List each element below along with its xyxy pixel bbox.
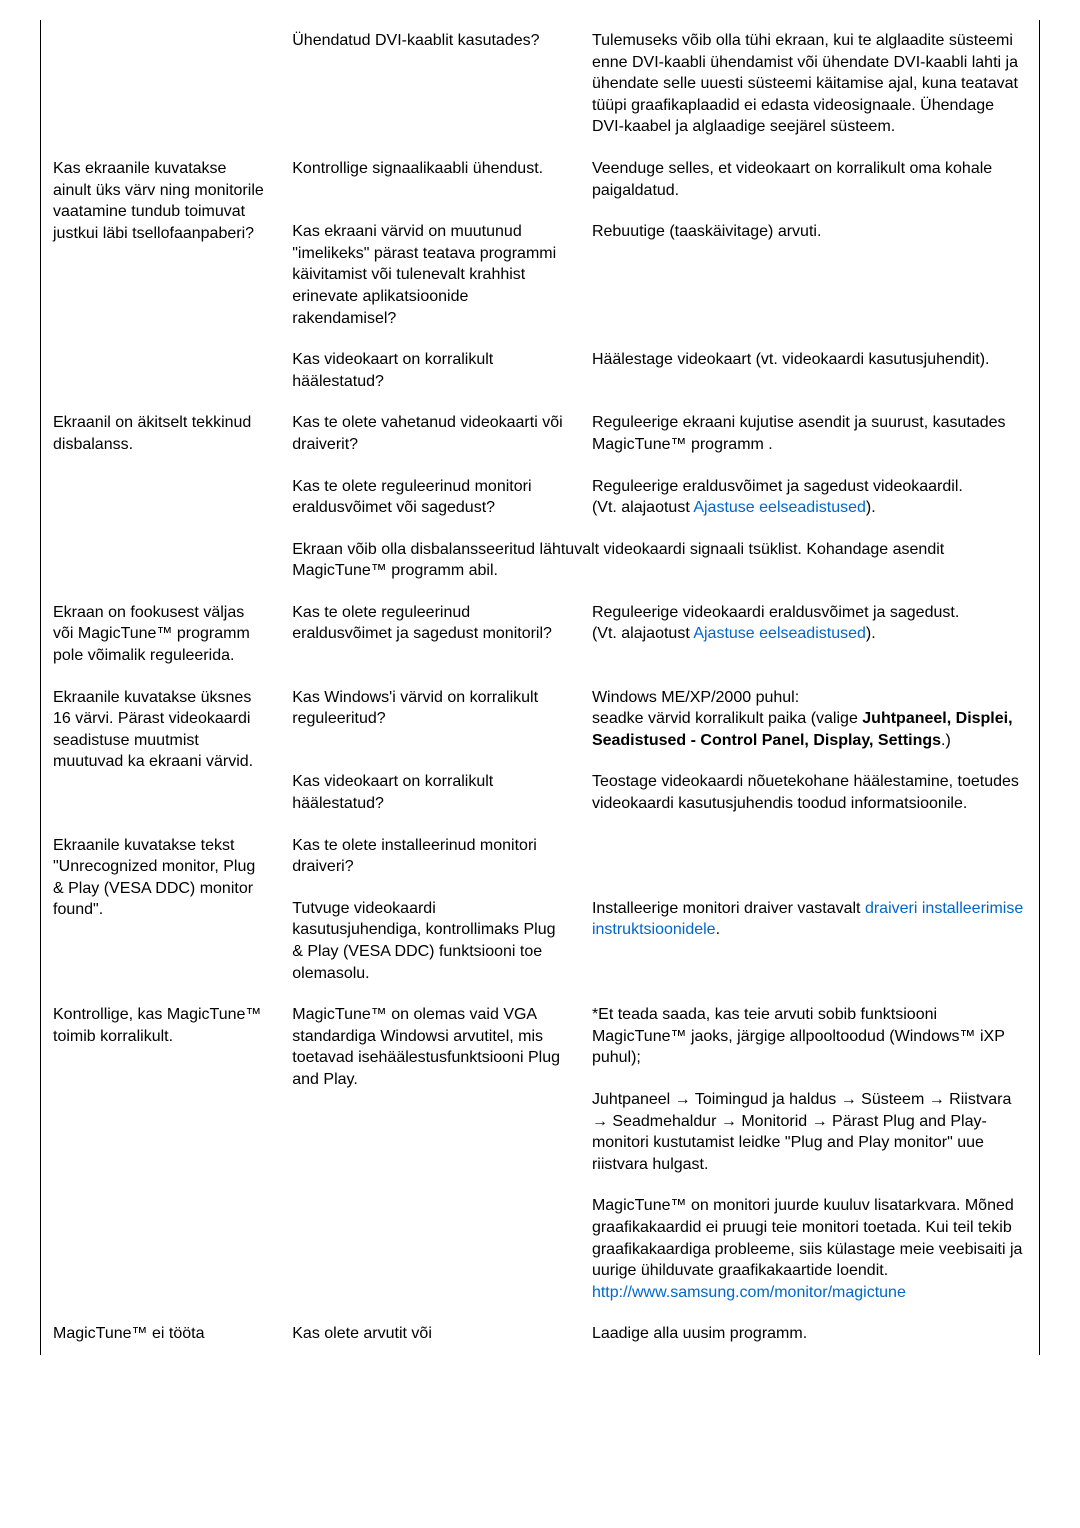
- cell-question: Kas ekraani värvid on muutunud "imelikek…: [280, 211, 580, 339]
- cell-answer: Häälestage videokaart (vt. videokaardi k…: [580, 339, 1040, 402]
- cell-answer: Reguleerige ekraani kujutise asendit ja …: [580, 402, 1040, 465]
- cell-question: Ühendatud DVI-kaablit kasutades?: [280, 20, 580, 148]
- cell-symptom: Kontrollige, kas MagicTune™ toimib korra…: [41, 994, 281, 1313]
- cell-question: Kas te olete vahetanud videokaarti või d…: [280, 402, 580, 465]
- cell-answer: Rebuutige (taaskäivitage) arvuti.: [580, 211, 1040, 339]
- cell-symptom: Ekraanil on äkitselt tekkinud disbalanss…: [41, 402, 281, 592]
- cell-answer: Reguleerige eraldusvõimet ja sagedust vi…: [580, 466, 1040, 529]
- cell-question: Tutvuge videokaardi kasutusjuhendiga, ko…: [280, 888, 580, 994]
- cell-question: Kas videokaart on korralikult häälestatu…: [280, 339, 580, 402]
- cell-question: MagicTune™ on olemas vaid VGA standardig…: [280, 994, 580, 1313]
- cell-question: Kas videokaart on korralikult häälestatu…: [280, 761, 580, 824]
- cell-answer: Installeerige monitori draiver vastavalt…: [580, 888, 1040, 994]
- troubleshooting-table: Ühendatud DVI-kaablit kasutades? Tulemus…: [40, 20, 1040, 1355]
- link-ajastuse[interactable]: Ajastuse eelseadistused: [693, 499, 866, 516]
- cell-question: Kontrollige signaalikaabli ühendust.: [280, 148, 580, 211]
- cell-answer: MagicTune™ on monitori juurde kuuluv lis…: [580, 1185, 1040, 1313]
- cell-question: Kas te olete reguleerinud eraldusvõimet …: [280, 592, 580, 677]
- cell-symptom: MagicTune™ ei tööta: [41, 1313, 281, 1355]
- cell-answer: Teostage videokaardi nõuetekohane hääles…: [580, 761, 1040, 824]
- cell-symptom: Ekraanile kuvatakse üksnes 16 värvi. Pär…: [41, 677, 281, 825]
- cell-answer: Laadige alla uusim programm.: [580, 1313, 1040, 1355]
- cell-question: Kas te olete installeerinud monitori dra…: [280, 825, 580, 888]
- cell-answer: Reguleerige videokaardi eraldusvõimet ja…: [580, 592, 1040, 677]
- link-samsung-magictune[interactable]: http://www.samsung.com/monitor/magictune: [592, 1284, 906, 1301]
- link-ajastuse[interactable]: Ajastuse eelseadistused: [693, 625, 866, 642]
- cell-symptom: Ekraan on fookusest väljas või MagicTune…: [41, 592, 281, 677]
- cell-answer: Juhtpaneel → Toimingud ja haldus → Süste…: [580, 1079, 1040, 1185]
- cell-symptom: Ekraanile kuvatakse tekst "Unrecognized …: [41, 825, 281, 995]
- cell-symptom: Kas ekraanile kuvatakse ainult üks värv …: [41, 148, 281, 402]
- cell-answer: Tulemuseks võib olla tühi ekraan, kui te…: [580, 20, 1040, 148]
- cell-answer: *Et teada saada, kas teie arvuti sobib f…: [580, 994, 1040, 1079]
- cell-question: Kas Windows'i värvid on korralikult regu…: [280, 677, 580, 762]
- cell-merged-note: Ekraan võib olla disbalansseeritud lähtu…: [280, 529, 1039, 592]
- cell-symptom: [41, 20, 281, 148]
- cell-question: Kas olete arvutit või: [280, 1313, 580, 1355]
- cell-answer: Veenduge selles, et videokaart on korral…: [580, 148, 1040, 211]
- cell-answer: Windows ME/XP/2000 puhul: seadke värvid …: [580, 677, 1040, 762]
- cell-answer: [580, 825, 1040, 888]
- cell-question: Kas te olete reguleerinud monitori erald…: [280, 466, 580, 529]
